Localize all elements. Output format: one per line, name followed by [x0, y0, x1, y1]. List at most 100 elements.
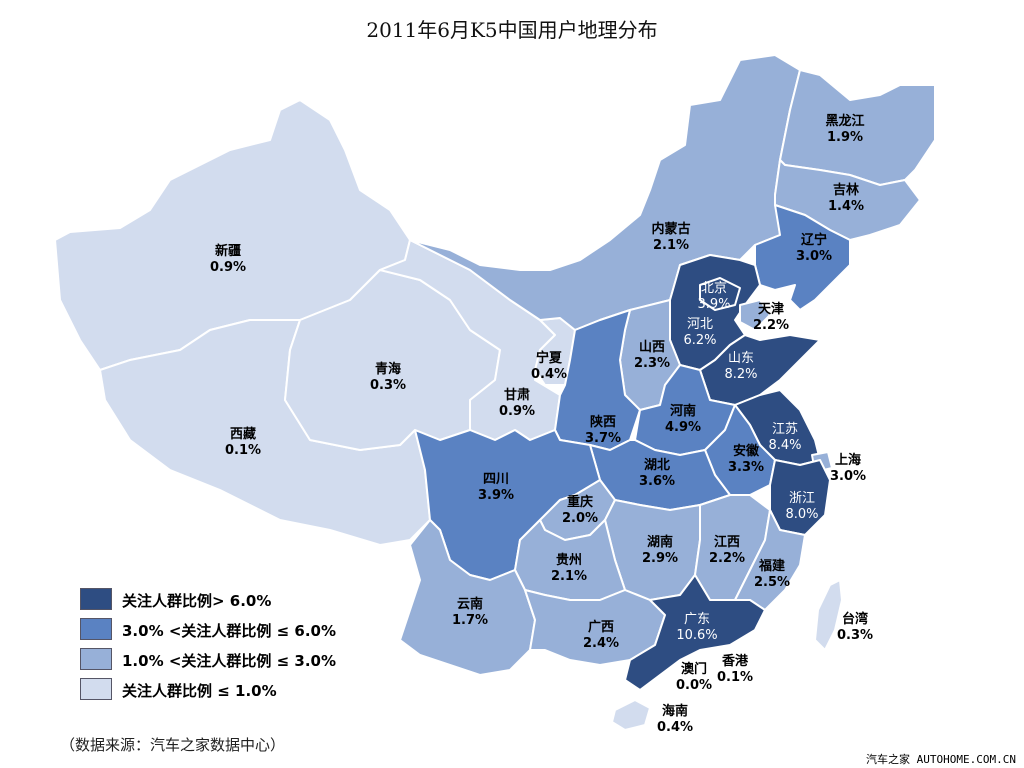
label-shandong: 山东 8.2%: [724, 351, 757, 383]
label-taiwan: 台湾 0.3%: [837, 612, 873, 644]
watermark: 汽车之家 AUTOHOME.COM.CN: [866, 753, 1016, 766]
province-name: 内蒙古: [651, 222, 691, 237]
province-name: 青海: [374, 362, 401, 377]
legend-label: 3.0% <关注人群比例 ≤ 6.0%: [122, 622, 337, 640]
province-value: 1.7%: [451, 613, 489, 628]
province-value: 0.4%: [656, 720, 694, 735]
province-name: 吉林: [832, 183, 859, 198]
province-name: 河北: [686, 317, 713, 332]
province-value: 2.1%: [550, 569, 588, 584]
province-beijing[interactable]: [699, 277, 741, 311]
province-name: 山东: [727, 351, 754, 366]
province-value: 4.9%: [664, 420, 702, 435]
province-value: 3.9%: [697, 297, 731, 312]
province-name: 香港: [721, 654, 748, 669]
province-value: 0.3%: [836, 628, 874, 643]
province-value: 3.7%: [584, 431, 622, 446]
province-value: 0.9%: [209, 260, 247, 275]
province-value: 0.0%: [675, 678, 713, 693]
province-yunnan[interactable]: [399, 519, 536, 676]
province-value: 2.3%: [633, 356, 671, 371]
legend-swatch: [80, 618, 112, 640]
province-name: 江苏: [771, 422, 798, 437]
province-name: 河南: [669, 404, 696, 419]
label-gansu: 甘肃 0.9%: [499, 388, 535, 420]
province-value: 8.2%: [724, 367, 758, 382]
province-value: 8.0%: [785, 507, 819, 522]
province-value: 1.9%: [826, 130, 864, 145]
province-name: 湖南: [646, 535, 673, 550]
province-name: 北京: [700, 281, 727, 296]
province-value: 0.4%: [530, 367, 568, 382]
province-name: 福建: [758, 559, 785, 574]
province-value: 2.2%: [752, 318, 790, 333]
province-value: 0.1%: [716, 670, 754, 685]
label-yunnan: 云南 1.7%: [452, 597, 488, 629]
province-name: 天津: [757, 302, 784, 317]
province-value: 2.0%: [561, 511, 599, 526]
label-hunan: 湖南 2.9%: [642, 535, 678, 567]
province-fujian[interactable]: [734, 509, 806, 611]
province-name: 台湾: [841, 612, 868, 627]
label-xinjiang: 新疆 0.9%: [210, 244, 246, 276]
label-xianggang: 香港 0.1%: [717, 654, 753, 686]
label-guizhou: 贵州 2.1%: [551, 553, 587, 585]
province-name: 西藏: [229, 427, 256, 442]
label-guangdong: 广东 10.6%: [676, 612, 717, 644]
label-jilin: 吉林 1.4%: [828, 183, 864, 215]
label-heilongjiang: 黑龙江 1.9%: [825, 114, 864, 146]
province-name: 云南: [456, 597, 483, 612]
province-name: 新疆: [214, 244, 241, 259]
province-name: 湖北: [643, 458, 670, 473]
label-guangxi: 广西 2.4%: [583, 620, 619, 652]
data-source-note: （数据来源：汽车之家数据中心）: [60, 736, 286, 754]
province-hainan[interactable]: [611, 699, 651, 731]
province-name: 四川: [482, 472, 509, 487]
label-shaanxi: 陕西 3.7%: [585, 415, 621, 447]
province-tianjin[interactable]: [739, 299, 771, 331]
province-name: 黑龙江: [825, 114, 865, 129]
label-shanxi: 山西 2.3%: [634, 340, 670, 372]
province-value: 2.2%: [708, 551, 746, 566]
province-value: 0.1%: [224, 443, 262, 458]
label-sichuan: 四川 3.9%: [478, 472, 514, 504]
province-name: 广东: [683, 612, 710, 627]
province-name: 陕西: [589, 415, 616, 430]
province-name: 澳门: [680, 662, 707, 677]
province-name: 辽宁: [800, 233, 827, 248]
province-value: 1.4%: [827, 199, 865, 214]
province-guangdong[interactable]: [624, 574, 766, 691]
label-zhejiang: 浙江 8.0%: [785, 491, 818, 523]
label-anhui: 安徽 3.3%: [728, 444, 764, 476]
label-neimenggu: 内蒙古 2.1%: [651, 222, 690, 254]
province-value: 0.3%: [369, 378, 407, 393]
province-value: 6.2%: [683, 333, 717, 348]
province-name: 浙江: [788, 491, 815, 506]
legend-label: 关注人群比例> 6.0%: [122, 592, 272, 610]
label-fujian: 福建 2.5%: [754, 559, 790, 591]
province-liaoning[interactable]: [754, 204, 851, 311]
province-value: 3.3%: [727, 460, 765, 475]
province-value: 0.9%: [498, 404, 536, 419]
province-name: 广西: [587, 620, 614, 635]
province-name: 上海: [834, 453, 861, 468]
label-henan: 河南 4.9%: [665, 404, 701, 436]
province-name: 江西: [713, 535, 740, 550]
province-name: 重庆: [566, 495, 593, 510]
province-name: 贵州: [555, 553, 582, 568]
province-value: 8.4%: [768, 438, 802, 453]
province-name: 安徽: [732, 444, 759, 459]
label-tianjin: 天津 2.2%: [753, 302, 789, 334]
legend-label: 关注人群比例 ≤ 1.0%: [122, 682, 277, 700]
province-value: 2.9%: [641, 551, 679, 566]
label-jiangsu: 江苏 8.4%: [768, 422, 801, 454]
province-value: 2.1%: [652, 238, 690, 253]
label-xizang: 西藏 0.1%: [225, 427, 261, 459]
province-value: 3.0%: [829, 469, 867, 484]
label-ningxia: 宁夏 0.4%: [531, 351, 567, 383]
label-hubei: 湖北 3.6%: [639, 458, 675, 490]
province-value: 3.0%: [795, 249, 833, 264]
label-shanghai: 上海 3.0%: [830, 453, 866, 485]
province-taiwan[interactable]: [814, 579, 843, 651]
